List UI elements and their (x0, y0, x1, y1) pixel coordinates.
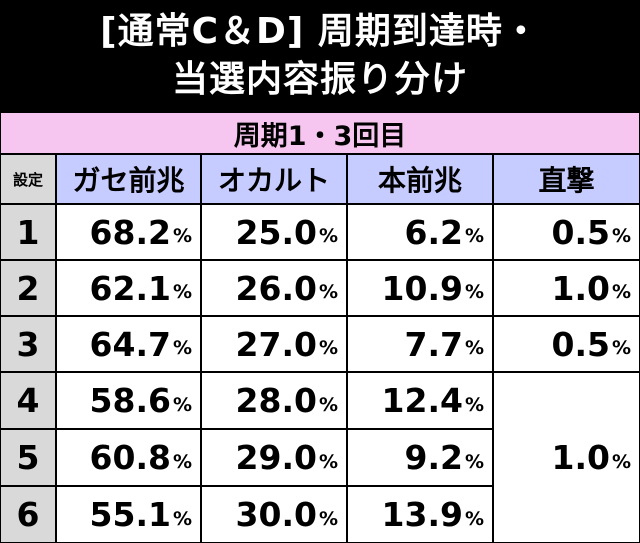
setting-number: 1 (0, 204, 56, 260)
table-cell: 58.6% (56, 372, 201, 429)
setting-number: 4 (0, 372, 56, 429)
table-cell: 12.4% (347, 372, 493, 429)
table-cell: 0.5% (493, 316, 640, 372)
table-cell: 55.1% (56, 486, 201, 543)
column-header-hon: 本前兆 (347, 154, 493, 204)
table-cell: 60.8% (56, 429, 201, 486)
table-cell: 30.0% (201, 486, 347, 543)
table-cell: 9.2% (347, 429, 493, 486)
setting-number: 3 (0, 316, 56, 372)
setting-number: 2 (0, 260, 56, 316)
title-line-1: [通常C＆D] 周期到達時・ (100, 11, 540, 52)
table-cell: 64.7% (56, 316, 201, 372)
table-cell-merged: 1.0% (493, 372, 640, 543)
table-cell: 10.9% (347, 260, 493, 316)
table-cell: 29.0% (201, 429, 347, 486)
table-cell: 28.0% (201, 372, 347, 429)
allocation-table: 周期1・3回目 設定 ガセ前兆 オカルト 本前兆 直撃 1 68.2% 25.0… (0, 112, 640, 543)
table-cell: 6.2% (347, 204, 493, 260)
column-header-gase: ガセ前兆 (56, 154, 201, 204)
table-cell: 0.5% (493, 204, 640, 260)
setting-number: 6 (0, 486, 56, 543)
table-cell: 62.1% (56, 260, 201, 316)
column-header-occult: オカルト (201, 154, 347, 204)
period-header: 周期1・3回目 (0, 112, 640, 154)
table-cell: 7.7% (347, 316, 493, 372)
table-cell: 13.9% (347, 486, 493, 543)
column-header-chokugeki: 直撃 (493, 154, 640, 204)
setting-number: 5 (0, 429, 56, 486)
table-cell: 27.0% (201, 316, 347, 372)
table-cell: 68.2% (56, 204, 201, 260)
table-cell: 1.0% (493, 260, 640, 316)
setting-header: 設定 (0, 154, 56, 204)
title-line-2: 当選内容振り分け (171, 59, 468, 100)
table-cell: 26.0% (201, 260, 347, 316)
table-cell: 25.0% (201, 204, 347, 260)
page-title: [通常C＆D] 周期到達時・ 当選内容振り分け (0, 0, 640, 112)
